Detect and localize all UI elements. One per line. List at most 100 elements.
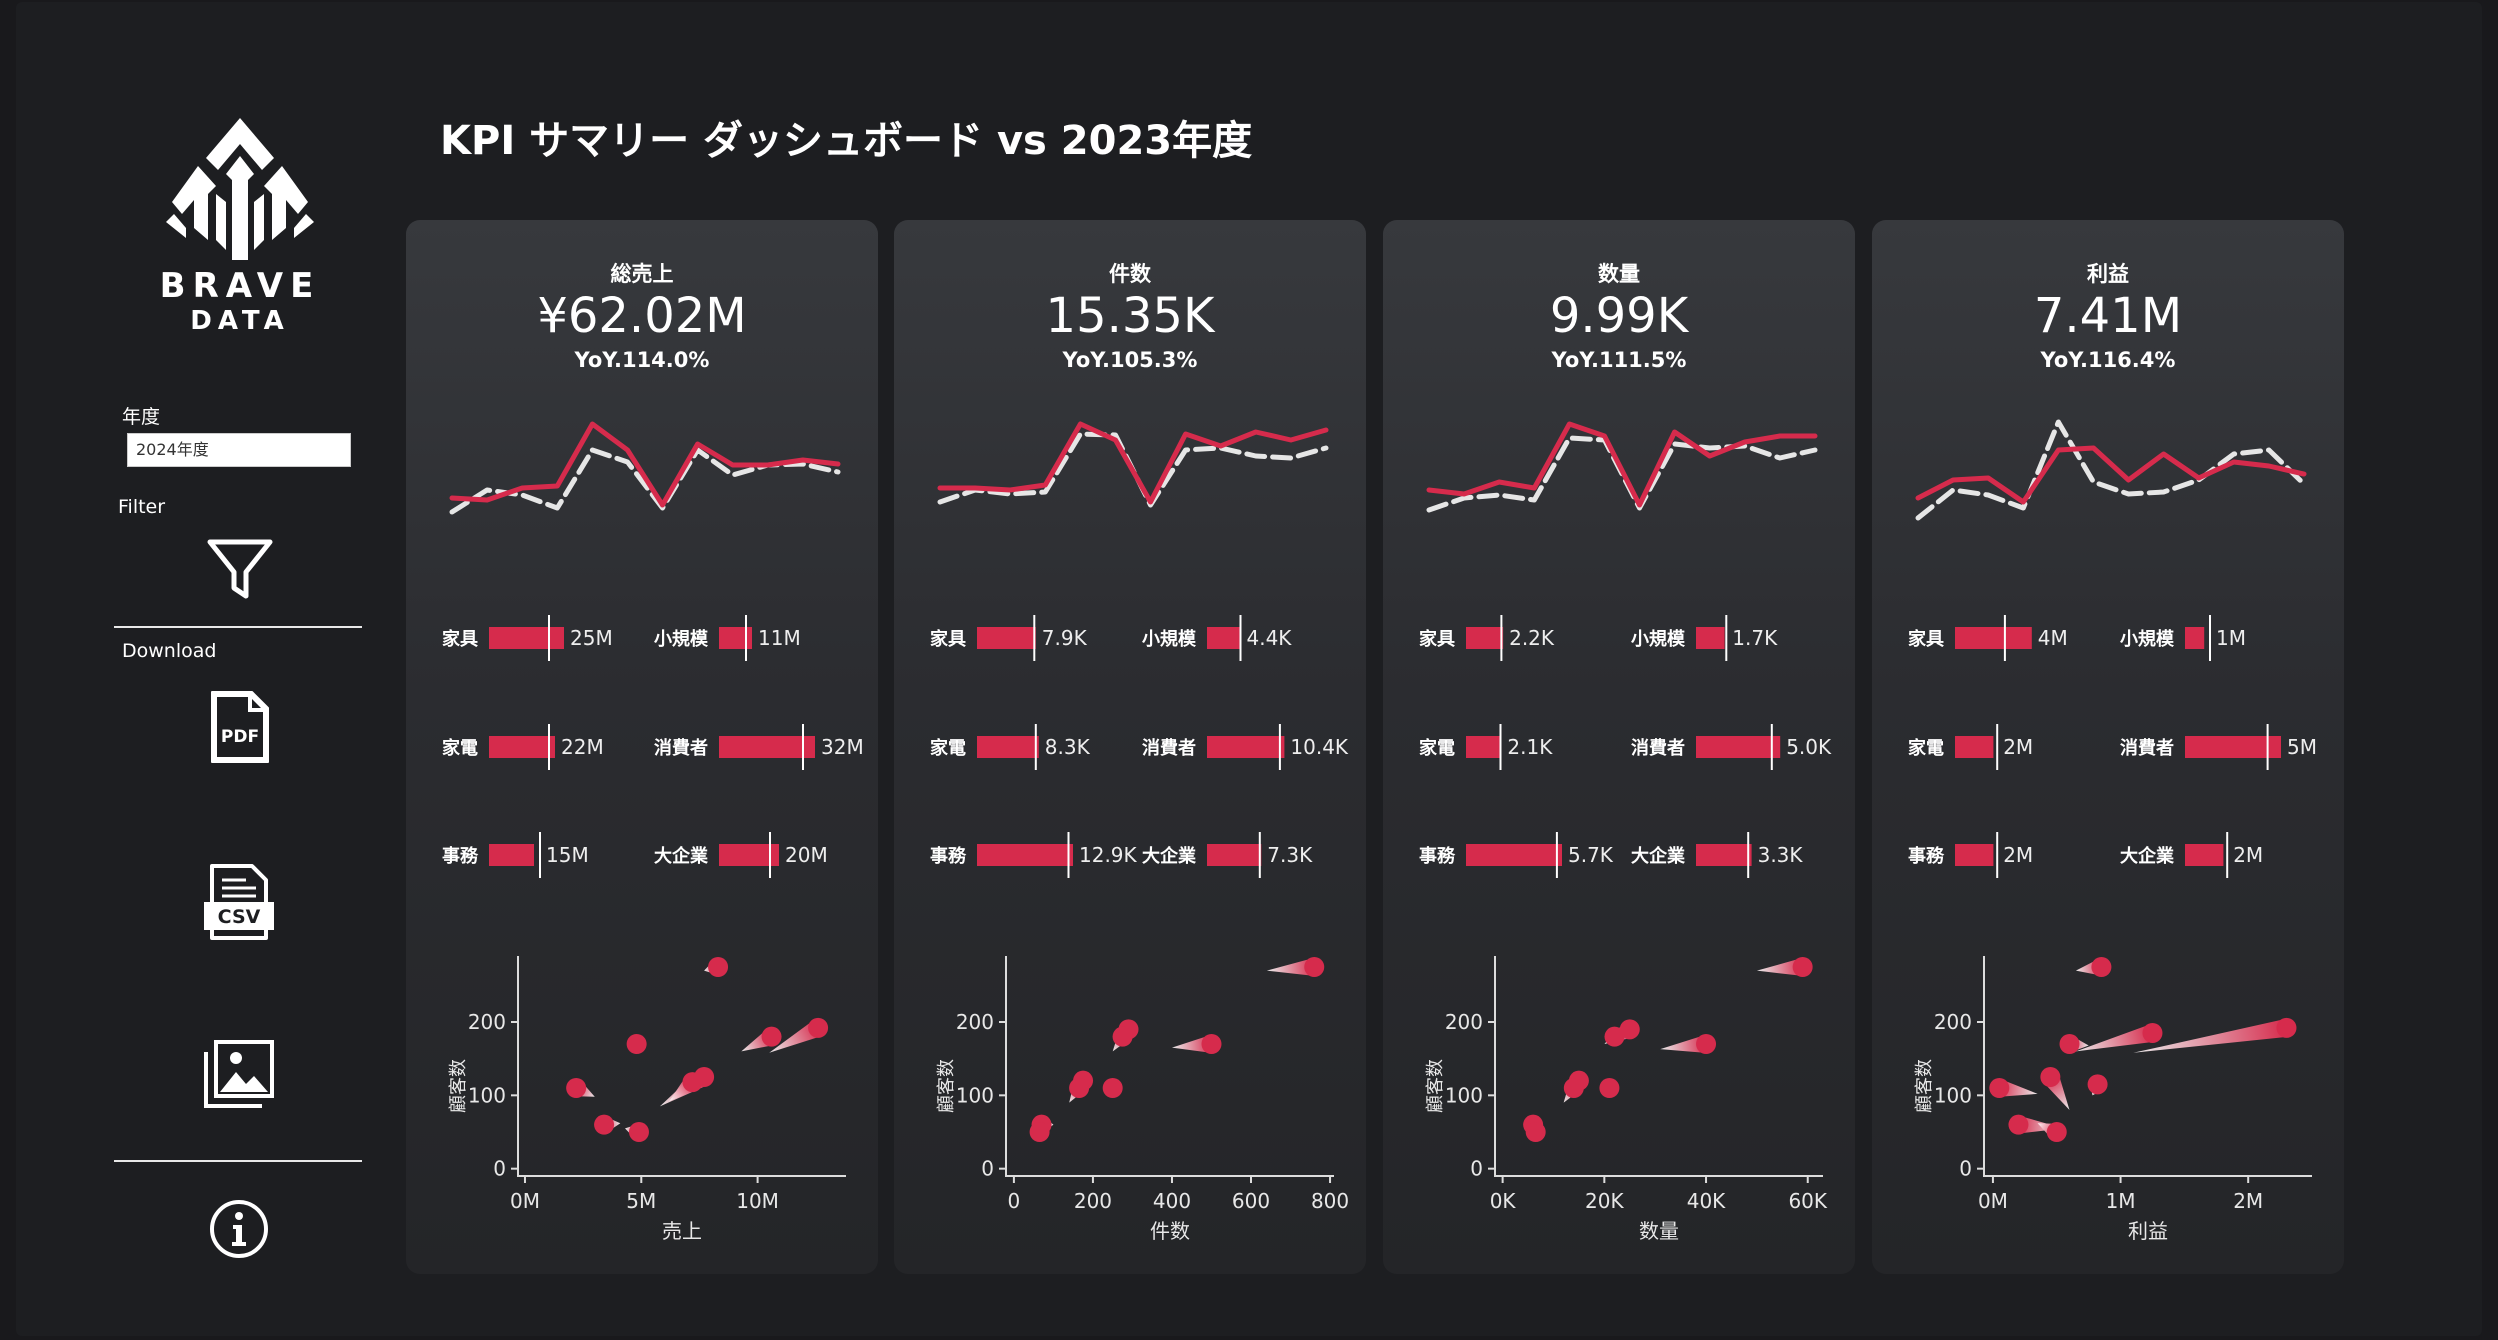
bar-category-label: 小規模 — [1142, 628, 1197, 650]
scatter-point — [2059, 1034, 2080, 1054]
kpi-yoy: YoY.111.5% — [1551, 348, 1687, 372]
bar-value-label: 2.2K — [1509, 626, 1555, 650]
y-tick-label: 0 — [1470, 1157, 1483, 1181]
bar-category-label: 家電 — [1419, 737, 1455, 759]
scatter-point — [1102, 1078, 1123, 1098]
y-tick-label: 200 — [956, 1010, 994, 1034]
bar-value-label: 2M — [2003, 843, 2033, 867]
x-tick-label: 800 — [1311, 1189, 1349, 1213]
kpi-card: 利益 7.41M YoY.116.4% 家具 4M 小規模 1M 家電 2M 消費者 5M 事務 2M 大… — [1872, 220, 2344, 1274]
scatter-point — [1069, 1078, 1090, 1098]
x-tick-label: 0M — [1978, 1189, 2008, 1213]
bar-current — [977, 844, 1073, 866]
scatter-point — [1304, 957, 1325, 977]
x-tick-label: 0M — [510, 1189, 540, 1213]
bar-category-label: 事務 — [1419, 845, 1456, 867]
y-tick-label: 100 — [1934, 1083, 1972, 1107]
bar-value-label: 2M — [2233, 843, 2263, 867]
x-tick-label: 0K — [1490, 1189, 1517, 1213]
x-tick-label: 40K — [1687, 1189, 1726, 1213]
trend-line-current — [449, 421, 841, 508]
bar-value-label: 8.3K — [1045, 735, 1091, 759]
bar-category-label: 事務 — [1908, 845, 1945, 867]
bar-value-label: 11M — [758, 626, 801, 650]
scatter-point — [2276, 1017, 2297, 1038]
filter-label: Filter — [118, 496, 166, 518]
year-label: 年度 — [122, 406, 161, 428]
y-axis-label: 顧客数 — [1425, 1059, 1446, 1113]
bar-category-label: 大企業 — [1142, 845, 1197, 867]
x-tick-label: 60K — [1788, 1189, 1827, 1213]
y-tick-label: 0 — [981, 1157, 994, 1181]
bar-current — [2185, 844, 2224, 866]
scatter-point — [1619, 1019, 1640, 1040]
bar-category-label: 家電 — [1908, 737, 1944, 759]
scatter-axes — [1005, 956, 1334, 1177]
y-axis-label: 顧客数 — [448, 1059, 469, 1113]
x-tick-label: 0 — [1008, 1189, 1021, 1213]
scatter-chart: 0M 5M 10M 0 100 200 売上 顧客数 — [448, 956, 846, 1243]
y-tick-label: 0 — [1959, 1157, 1972, 1181]
trend-chart — [449, 421, 841, 515]
bar-value-label: 4M — [2038, 626, 2068, 650]
x-tick-label: 200 — [1074, 1189, 1112, 1213]
funnel-icon[interactable] — [204, 534, 276, 610]
bar-category-label: 消費者 — [1631, 737, 1685, 759]
brave-logo-icon — [166, 118, 314, 260]
x-tick-label: 2M — [2233, 1189, 2263, 1213]
csv-file-icon[interactable]: CSV — [202, 862, 276, 946]
scatter-point-trail — [1660, 1035, 1708, 1053]
bar-value-label: 12.9K — [1079, 843, 1138, 867]
bar-value-label: 7.3K — [1267, 843, 1313, 867]
bar-current — [1696, 736, 1781, 758]
image-gallery-icon[interactable] — [202, 1038, 276, 1114]
bar-current — [977, 736, 1039, 758]
y-axis-label: 顧客数 — [936, 1059, 957, 1113]
bar-category-label: 小規模 — [2120, 628, 2175, 650]
x-tick-label: 20K — [1585, 1189, 1624, 1213]
trend-line-current — [1915, 445, 2307, 505]
y-tick-label: 100 — [1445, 1083, 1483, 1107]
bar-current — [1955, 844, 1994, 866]
y-tick-label: 100 — [468, 1083, 506, 1107]
kpi-card-chart: 家具 7.9K 小規模 4.4K 家電 8.3K 消費者 10.4K 事務 12.9K 大企業 7.3… — [930, 421, 1349, 1243]
bar-category-label: 大企業 — [2120, 845, 2175, 867]
scatter-point — [1989, 1078, 2010, 1098]
bar-category-label: 事務 — [442, 845, 479, 867]
bar-value-label: 1M — [2216, 626, 2246, 650]
page-title: KPI サマリー ダッシュボード vs 2023年度 — [440, 118, 1253, 164]
info-icon[interactable] — [208, 1198, 270, 1264]
year-select[interactable]: 2024年度 — [127, 433, 351, 467]
bar-current — [489, 844, 534, 866]
scatter-point — [2046, 1122, 2067, 1142]
bar-value-label: 20M — [785, 843, 828, 867]
kpi-value: 9.99K — [1549, 288, 1689, 344]
pdf-file-icon[interactable]: PDF — [208, 688, 272, 770]
bar-value-label: 1.7K — [1732, 626, 1778, 650]
bar-category-label: 大企業 — [1631, 845, 1686, 867]
bar-value-label: 4.4K — [1247, 626, 1293, 650]
bar-category-label: 家具 — [442, 628, 478, 650]
scatter-point — [1563, 1078, 1584, 1098]
bar-value-label: 5M — [2287, 735, 2317, 759]
bar-current — [1466, 844, 1562, 866]
scatter-point — [1604, 1026, 1625, 1047]
kpi-card: 数量 9.99K YoY.111.5% 家具 2.2K 小規模 1.7K 家電 2.1K 消費者 5… — [1383, 220, 1855, 1274]
scatter-point — [1525, 1122, 1546, 1142]
bar-breakdown: 家具 7.9K 小規模 4.4K 家電 8.3K 消費者 10.4K 事務 12.9K 大企業 7.3… — [930, 615, 1349, 878]
bar-value-label: 5.0K — [1786, 735, 1832, 759]
y-tick-label: 0 — [493, 1157, 506, 1181]
kpi-label: 利益 — [2087, 262, 2129, 286]
scatter-point-trail — [1171, 1035, 1213, 1053]
x-axis-label: 売上 — [662, 1219, 702, 1243]
trend-chart — [1915, 419, 2307, 521]
scatter-chart: 0 200 400 600 800 0 100 200 件数 顧客数 — [936, 956, 1349, 1243]
bar-category-label: 小規模 — [1631, 628, 1686, 650]
bar-current — [2185, 736, 2281, 758]
trend-chart — [937, 421, 1329, 508]
bar-current — [489, 627, 564, 649]
scatter-point — [1112, 1026, 1133, 1047]
kpi-card-chart: 家具 4M 小規模 1M 家電 2M 消費者 5M 事務 2M 大企業 2M 0M 1M 2M 0 100 200… — [1908, 419, 2317, 1243]
scatter-point — [682, 1072, 703, 1093]
bar-current — [719, 627, 752, 649]
